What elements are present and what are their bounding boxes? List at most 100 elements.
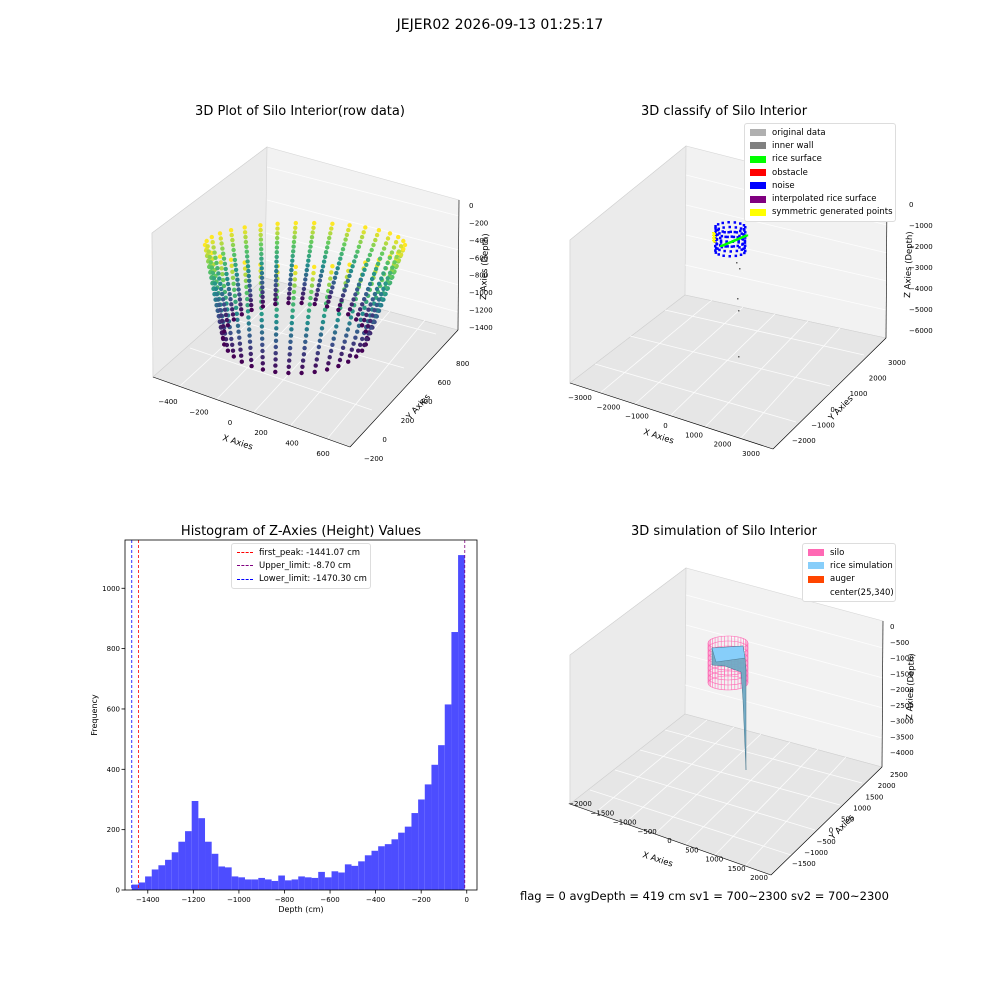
panel1-data-point [335,318,340,323]
panel1-data-point [259,266,264,271]
panel1-data-point [230,275,236,280]
panel1-data-point [248,293,253,298]
panel4-z-tick-label: −1500 [890,670,914,678]
panel2-noise-point [714,251,718,254]
panel2-noise-point [739,229,742,233]
panel1-data-point [342,288,347,293]
panel1-data-point [248,298,253,303]
panel1-data-point [220,272,225,277]
panel1-data-point [317,338,323,343]
histogram-bar [404,826,412,890]
status-readout: flag = 0 avgDepth = 419 cm sv1 = 700~230… [520,889,889,903]
panel2-y-tick-label: 2000 [869,375,887,383]
panel1-data-point [230,312,236,317]
panel1-data-point [312,301,317,307]
panel2-noise-point [730,235,734,238]
legend-entry: noise [750,179,890,192]
panel1-data-point [260,348,265,354]
panel1-data-point [320,319,326,325]
panel1-data-point [299,370,304,376]
panel1-data-point [205,244,210,249]
panel1-data-point [289,263,294,268]
panel1-data-point [293,220,298,226]
panel2-noise-point [737,241,740,244]
panel1-data-point [306,308,312,313]
panel1-data-point [339,298,344,303]
panel1-data-point [259,270,265,276]
panel1-data-point [259,275,265,280]
panel1-data-point [355,249,360,254]
panel2-symmetric-point [713,241,716,243]
panel1-data-point [237,335,242,340]
panel1-data-point [243,234,248,240]
panel2-original-point [737,298,739,300]
panel1-data-point [351,341,356,346]
panel1-data-point [359,323,365,328]
legend-label: interpolated rice surface [772,194,877,205]
panel2-noise-point [722,226,725,229]
panel1-data-point [375,261,381,266]
panel1-data-point [309,239,314,245]
legend-line-swatch [237,565,253,567]
panel2-noise-point [719,236,722,240]
panel1-data-point [331,280,336,285]
panel1-data-point [309,283,315,288]
panel1-data-point [287,291,292,296]
panel1-data-point [300,296,305,301]
panel1-data-point [324,304,330,309]
panel1-data-point [244,249,249,254]
panel1-data-point [274,268,279,274]
panel1-3d-scatter: −400 −200 0 200 400 600 −200 0 200 400 600 800 0 −200… [151,146,493,463]
histogram-bar [244,879,252,890]
panel4-x-tick-label: 1500 [728,865,746,873]
panel1-data-point [238,302,243,307]
legend-line-swatch [237,552,253,554]
panel1-data-point [303,333,309,338]
panel1-data-point [356,348,361,353]
panel1-data-point [259,256,264,261]
panel1-data-point [319,326,325,331]
panel1-data-point [326,361,331,366]
panel1-data-point [379,276,384,281]
panel1-data-point [231,354,236,359]
panel1-data-point [230,269,235,274]
panel1-data-point [360,302,365,307]
panel1-data-point [246,315,251,320]
panel2-noise-point [743,241,747,244]
panel3-histogram: −1400 −1200 −1000 −800 −600 −400 −200 0 0 200 400… [90,539,478,914]
panel2-noise-point [724,235,727,239]
panel1-data-point [311,270,316,276]
panel2-noise-point [743,244,747,247]
panel1-data-point [209,234,214,240]
panel1-data-point [326,299,331,304]
panel2-noise-point [724,245,727,248]
panel1-data-point [310,277,315,282]
panel1-data-point [402,242,408,248]
panel1-x-tick-label: 400 [285,440,298,448]
panel1-data-point [365,286,371,292]
panel4-x-tick-label: −1500 [591,809,615,817]
panel1-data-point [216,302,222,308]
panel1-data-point [260,355,265,360]
panel4-z-tick-label: −4000 [890,749,914,757]
panel1-data-point [233,305,239,310]
panel1-data-point [230,342,235,347]
panel2-noise-point [715,242,719,246]
panel2-noise-point [714,227,717,230]
panel1-data-point [381,286,386,292]
panel1-data-point [383,266,388,271]
panel1-data-point [385,260,390,266]
panel1-data-point [290,314,295,320]
panel1-data-point [383,281,388,286]
panel1-data-point [273,301,278,307]
panel2-symmetric-point [713,238,716,240]
panel4-y-tick-label: 1500 [866,793,884,801]
panel1-data-point [347,321,352,326]
panel1-data-point [273,283,278,288]
panel1-data-point [245,309,251,314]
panel1-data-point [218,281,223,286]
panel1-data-point [338,256,343,261]
panel2-noise-point [714,244,717,248]
panel1-data-point [348,315,354,320]
panel1-data-point [212,250,217,255]
